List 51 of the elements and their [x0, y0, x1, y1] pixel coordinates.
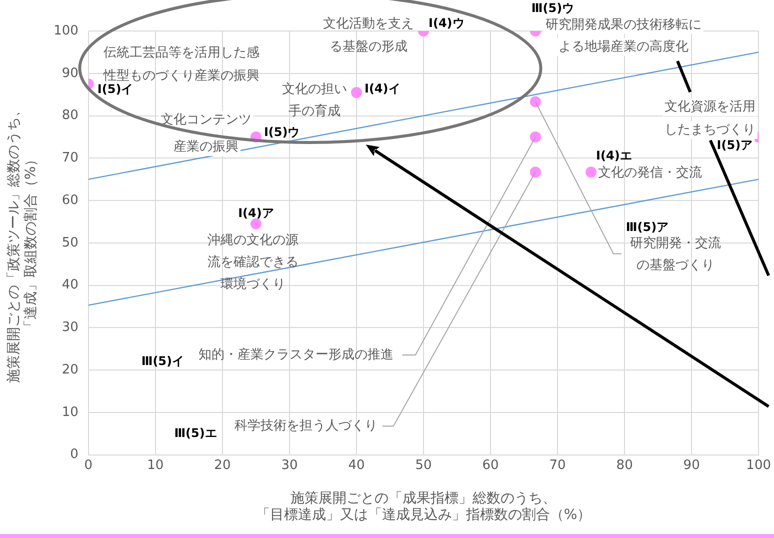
y-tick-label: 80 [62, 108, 78, 124]
annotation: Ⅲ(5)イ [141, 354, 184, 368]
x-tick-label: 20 [214, 458, 231, 473]
x-tick-label: 70 [549, 458, 566, 473]
annotation: 科学技術を担う人づくり [234, 418, 378, 434]
annotation: Ⅰ(4)ウ [428, 16, 464, 30]
x-tick-label: 60 [482, 458, 499, 473]
annotation: Ⅰ(4)イ [364, 82, 400, 96]
annotation: 文化資源を活用したまちづくり [664, 99, 756, 138]
annotation: Ⅰ(5)イ [97, 82, 134, 96]
annotation: 文化活動を支える基盤の形成 [323, 16, 414, 54]
annotation: Ⅰ(5)ア [716, 138, 753, 152]
annotation: Ⅰ(5)ウ [264, 125, 300, 140]
y-axis-title: 施策展開ごとの「政策ツール」総数のうち、「達成」取組数の割合（%） [6, 102, 39, 383]
y-tick-label: 90 [62, 66, 78, 81]
x-tick-label: 100 [746, 458, 772, 473]
annotation: Ⅲ(5)エ [174, 426, 217, 440]
x-tick-label: 0 [84, 458, 93, 473]
y-tick-label: 30 [62, 320, 78, 336]
annotation: 文化の発信・交流 [598, 164, 702, 180]
point [586, 166, 597, 178]
annotation: 文化の担い手の育成 [282, 82, 347, 119]
x-tick-label: 10 [147, 458, 164, 473]
annotation: Ⅰ(4)エ [596, 148, 632, 162]
y-tick-label: 0 [70, 447, 78, 462]
annotation: Ⅲ(5)ウ [531, 1, 574, 16]
annotation: 伝統工芸品等を活用した感性型ものづくり産業の振興 [102, 45, 260, 84]
y-tick-label: 10 [62, 404, 78, 420]
point [530, 131, 541, 142]
y-tick-label: 50 [62, 235, 78, 250]
point [530, 166, 541, 178]
x-tick-label: 30 [281, 458, 298, 473]
annotation: 研究開発・交流の基盤づくり [630, 235, 721, 274]
x-tick-label: 50 [415, 458, 432, 473]
y-tick-label: 100 [54, 23, 78, 38]
x-axis-title: 施策展開ごとの「成果指標」総数のうち、「目標達成」又は「達成見込み」指標数の割合（%） [256, 490, 592, 524]
annotation: 研究開発成果の技術移転による地場産業の高度化 [545, 17, 702, 54]
y-tick-label: 70 [62, 150, 78, 166]
annotation: 沖縄の文化の源流を確認できる環境づくり [207, 233, 298, 292]
annotation: Ⅲ(5)ア [626, 220, 669, 234]
annotation: 知的・産業クラスター形成の推進 [198, 346, 394, 362]
y-tick-label: 60 [62, 192, 78, 208]
point [530, 96, 541, 108]
y-tick-label: 40 [62, 278, 78, 293]
x-tick-label: 40 [348, 458, 365, 473]
point [250, 218, 262, 230]
x-tick-label: 80 [616, 458, 633, 473]
y-tick-label: 20 [62, 362, 78, 378]
x-tick-label: 90 [683, 458, 700, 473]
annotation: Ⅰ(4)ア [238, 206, 274, 220]
point [350, 86, 362, 98]
